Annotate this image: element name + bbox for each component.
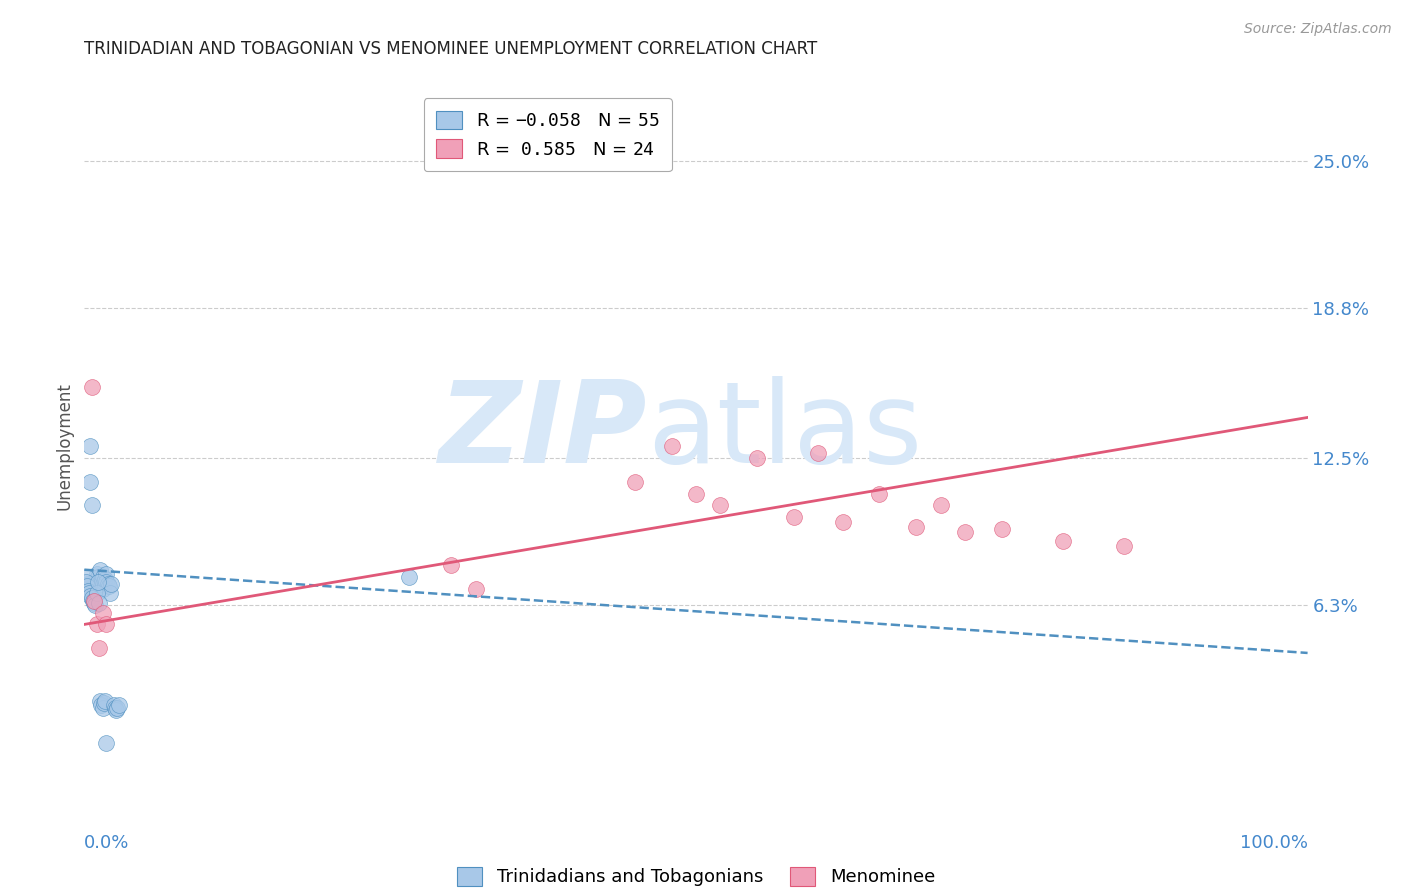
Point bbox=[464, 582, 486, 596]
Point bbox=[87, 574, 110, 589]
Point bbox=[90, 577, 112, 591]
Point bbox=[86, 567, 108, 582]
Text: Source: ZipAtlas.com: Source: ZipAtlas.com bbox=[1244, 22, 1392, 37]
Point bbox=[93, 696, 115, 710]
Point bbox=[87, 579, 110, 593]
Point bbox=[990, 522, 1012, 536]
Point bbox=[501, 153, 523, 168]
Point bbox=[398, 570, 420, 584]
Point bbox=[87, 570, 110, 584]
Point bbox=[94, 572, 117, 586]
Point bbox=[807, 446, 830, 460]
Point bbox=[87, 574, 110, 589]
Text: ZIP: ZIP bbox=[439, 376, 647, 487]
Point bbox=[84, 577, 107, 591]
Legend: Trinidadians and Tobagonians, Menominee: Trinidadians and Tobagonians, Menominee bbox=[450, 860, 942, 892]
Text: 100.0%: 100.0% bbox=[1240, 834, 1308, 852]
Point bbox=[91, 606, 114, 620]
Point bbox=[86, 617, 108, 632]
Point bbox=[91, 570, 114, 584]
Point bbox=[80, 591, 103, 606]
Point bbox=[77, 577, 100, 591]
Text: atlas: atlas bbox=[647, 376, 922, 487]
Point bbox=[77, 577, 100, 591]
Point bbox=[105, 700, 128, 714]
Point bbox=[105, 703, 128, 717]
Point bbox=[98, 586, 121, 600]
Point bbox=[79, 589, 101, 603]
Point bbox=[83, 593, 105, 607]
Point bbox=[80, 499, 103, 513]
Point bbox=[685, 486, 707, 500]
Point bbox=[77, 584, 100, 599]
Text: 0.0%: 0.0% bbox=[84, 834, 129, 852]
Point bbox=[96, 567, 118, 582]
Point bbox=[96, 736, 118, 750]
Point bbox=[75, 570, 97, 584]
Point bbox=[104, 700, 127, 714]
Point bbox=[82, 593, 104, 607]
Point bbox=[661, 439, 683, 453]
Point bbox=[80, 379, 103, 393]
Point bbox=[79, 439, 101, 453]
Point bbox=[624, 475, 647, 489]
Point bbox=[709, 499, 731, 513]
Point bbox=[89, 563, 111, 577]
Point bbox=[97, 579, 120, 593]
Point bbox=[783, 510, 806, 524]
Point bbox=[79, 475, 101, 489]
Point bbox=[94, 693, 117, 707]
Point bbox=[77, 579, 100, 593]
Point bbox=[87, 596, 110, 610]
Point bbox=[83, 596, 105, 610]
Point bbox=[90, 698, 112, 713]
Point bbox=[75, 574, 97, 589]
Point bbox=[76, 582, 98, 596]
Point bbox=[929, 499, 952, 513]
Point bbox=[869, 486, 891, 500]
Point bbox=[77, 582, 100, 596]
Point bbox=[86, 586, 108, 600]
Point bbox=[77, 584, 100, 599]
Point bbox=[1114, 539, 1136, 553]
Point bbox=[96, 574, 118, 589]
Point bbox=[93, 574, 115, 589]
Point bbox=[91, 582, 114, 596]
Point bbox=[89, 693, 111, 707]
Point bbox=[100, 577, 122, 591]
Point bbox=[83, 579, 105, 593]
Y-axis label: Unemployment: Unemployment bbox=[55, 382, 73, 510]
Point bbox=[831, 515, 853, 529]
Point bbox=[91, 700, 114, 714]
Point bbox=[86, 572, 108, 586]
Text: TRINIDADIAN AND TOBAGONIAN VS MENOMINEE UNEMPLOYMENT CORRELATION CHART: TRINIDADIAN AND TOBAGONIAN VS MENOMINEE … bbox=[84, 40, 818, 58]
Point bbox=[107, 698, 129, 713]
Point bbox=[76, 579, 98, 593]
Point bbox=[82, 574, 104, 589]
Point bbox=[96, 617, 118, 632]
Point bbox=[97, 577, 120, 591]
Point bbox=[440, 558, 463, 572]
Point bbox=[905, 520, 928, 534]
Point bbox=[747, 450, 769, 465]
Point bbox=[76, 577, 98, 591]
Point bbox=[953, 524, 976, 539]
Point bbox=[84, 599, 107, 613]
Point bbox=[1052, 534, 1074, 549]
Point bbox=[87, 641, 110, 656]
Point bbox=[103, 698, 125, 713]
Point bbox=[77, 586, 100, 600]
